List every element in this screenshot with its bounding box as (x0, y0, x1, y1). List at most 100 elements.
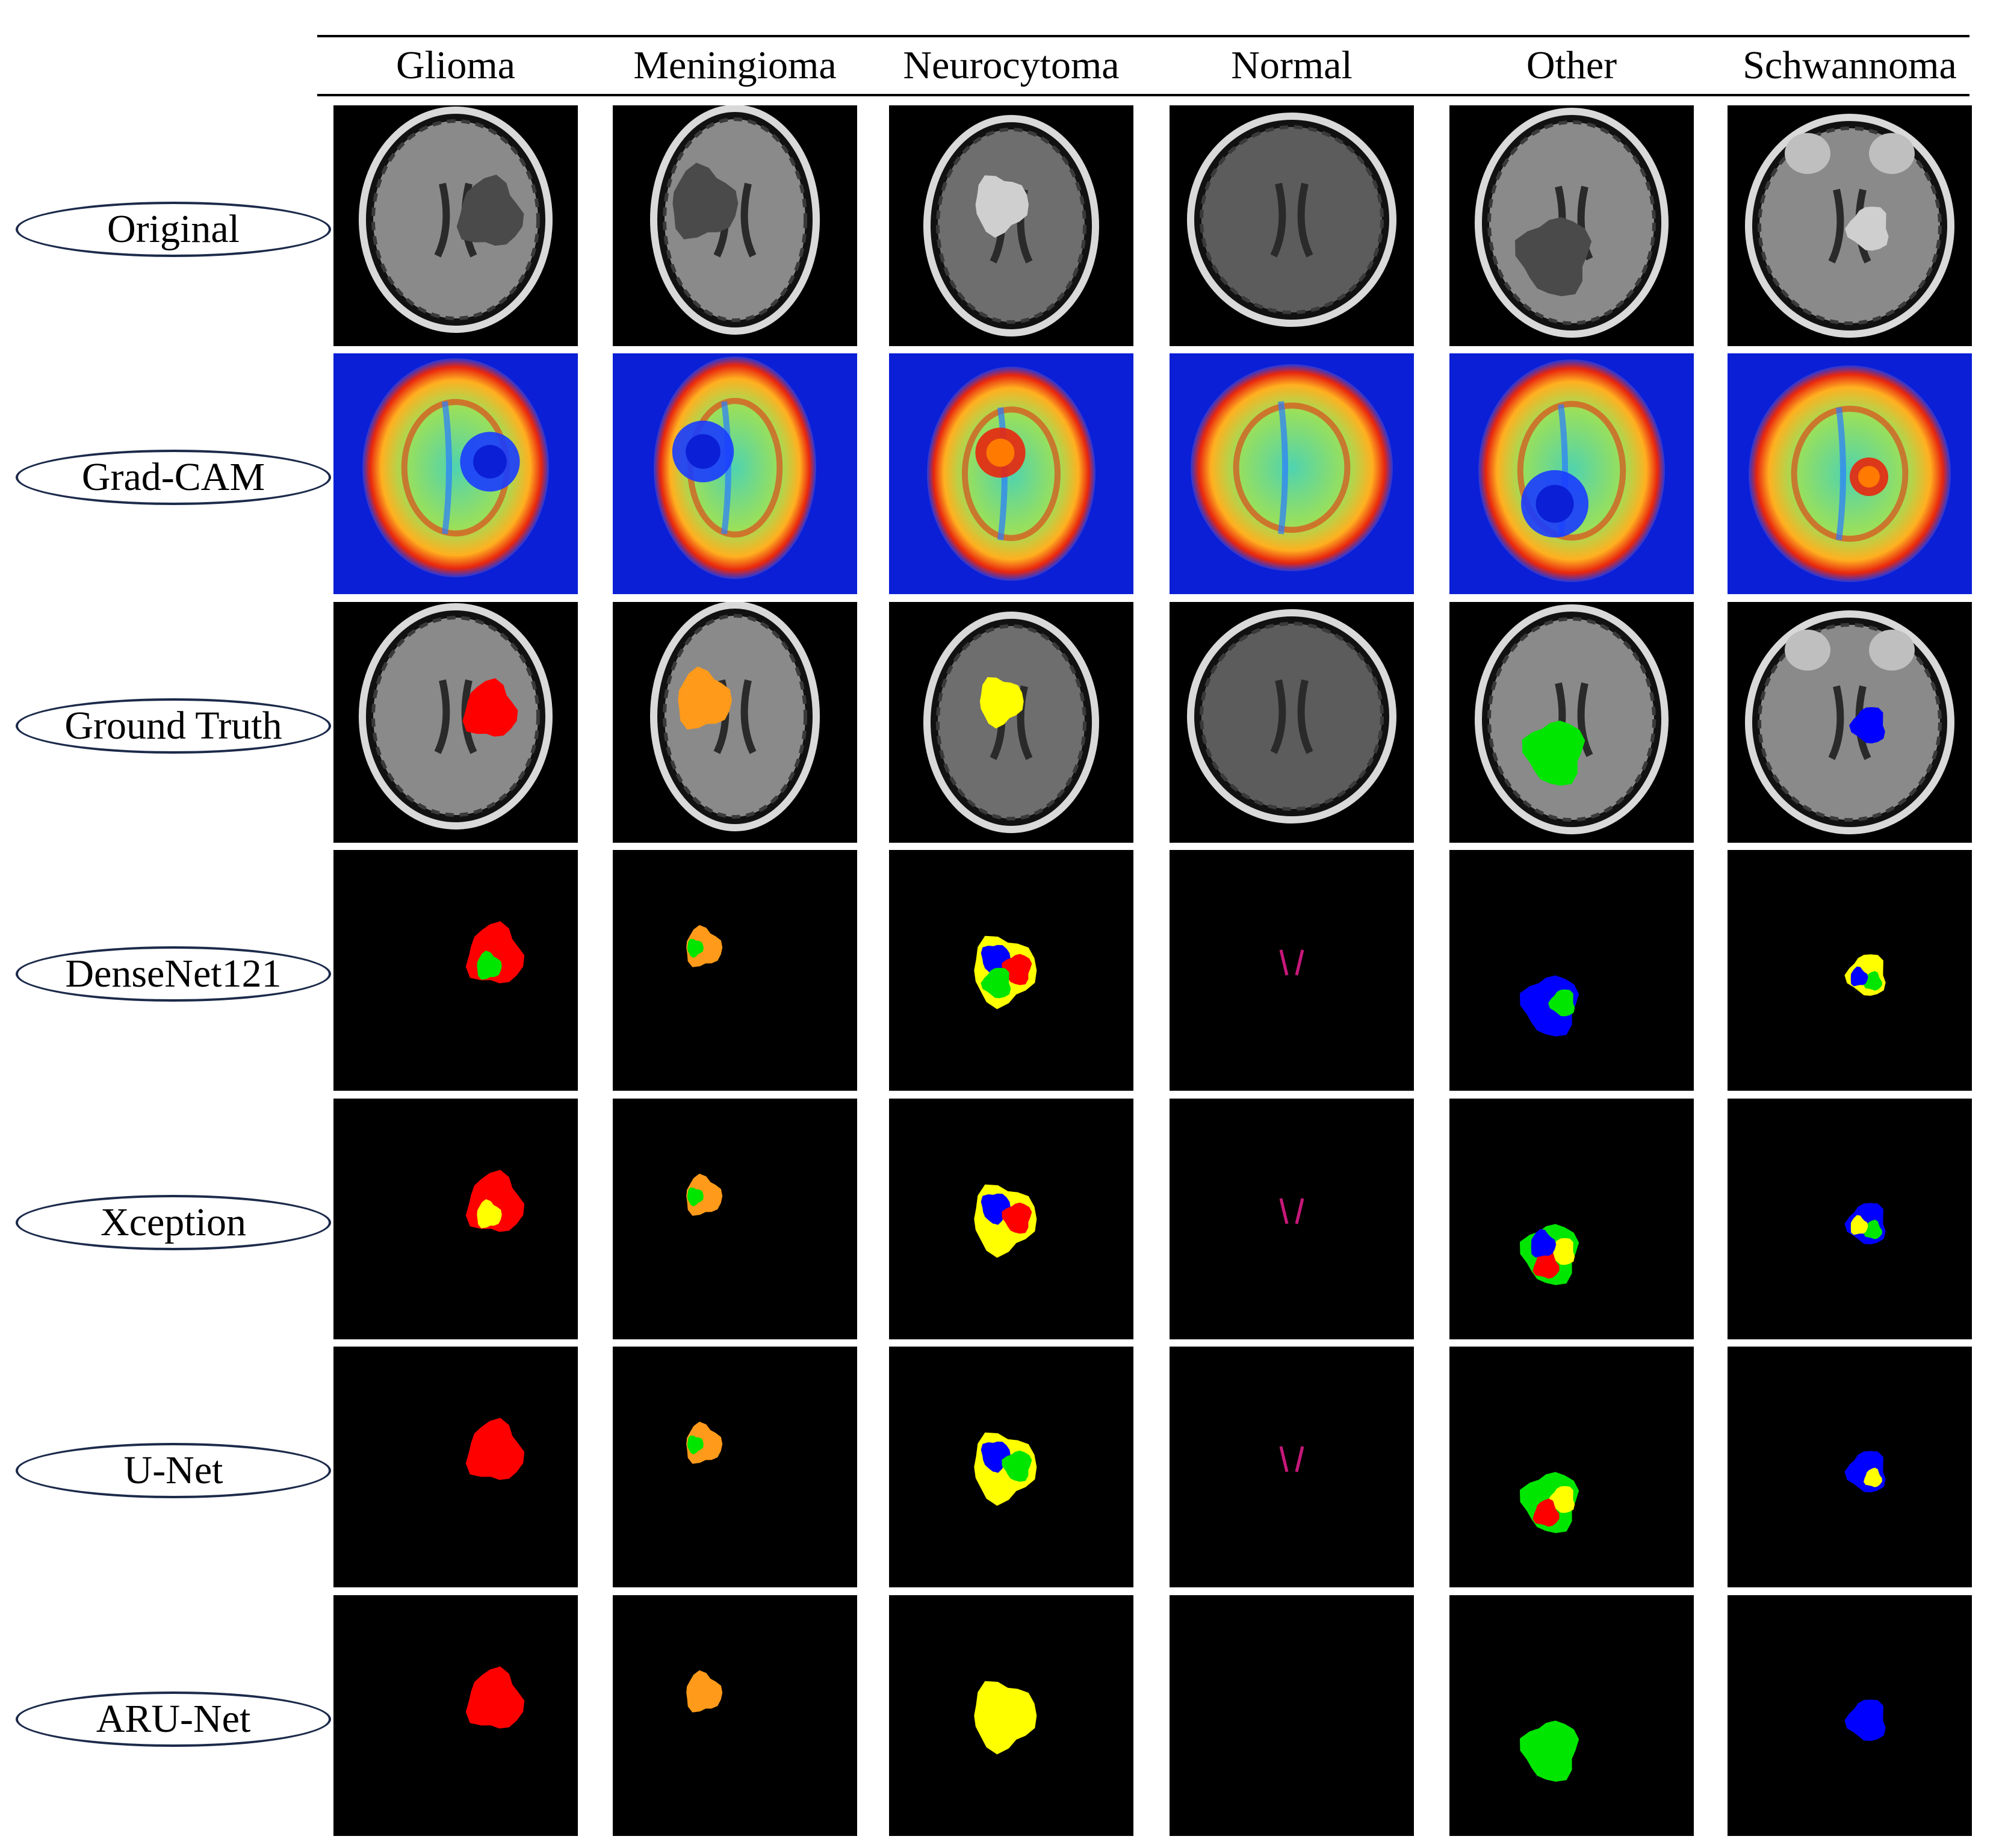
cell-original-meningioma (613, 105, 857, 346)
cam-brain (1478, 359, 1665, 582)
orbit-right (1869, 133, 1915, 174)
brain-sulci (1758, 126, 1942, 325)
cell-image (1844, 1451, 1886, 1493)
cell-image (974, 1184, 1037, 1258)
cam-brain (654, 356, 816, 579)
cell-image (1475, 108, 1669, 338)
cell-image (465, 1418, 525, 1480)
cell-u-net-meningioma (613, 1347, 857, 1587)
mask-region-green (687, 1435, 704, 1455)
cell-image (1520, 1472, 1579, 1533)
lesion (456, 175, 524, 246)
cell-image (1844, 1699, 1886, 1741)
cell-image (1728, 353, 1972, 594)
cam-brain (1191, 364, 1393, 571)
brain-tissue (1201, 624, 1382, 809)
mask-region-green (477, 950, 502, 980)
cell-image (974, 1681, 1037, 1755)
table-header-rule (317, 94, 1969, 96)
brain-tissue (373, 618, 538, 815)
cam-cortex-ring (1791, 406, 1909, 542)
mask-region-blue (1531, 1229, 1557, 1258)
mask-region-green (1864, 1220, 1882, 1239)
lesion (975, 175, 1029, 238)
cell-image (359, 107, 553, 333)
cell-grad-cam-neurocytoma (889, 353, 1133, 594)
mask-region-red (1002, 1202, 1032, 1234)
cam-focus-core (1858, 466, 1880, 488)
cell-aru-net-neurocytoma (889, 1595, 1133, 1836)
cell-image (686, 1421, 723, 1464)
cell-image (1745, 610, 1954, 834)
cell-xception-neurocytoma (889, 1099, 1133, 1339)
cell-aru-net-meningioma (613, 1595, 857, 1836)
cell-image (359, 603, 553, 829)
cell-u-net-schwannoma (1728, 1347, 1972, 1587)
row-label-grad-cam: Grad-CAM (16, 450, 331, 505)
mask-region-red (1532, 1250, 1560, 1279)
column-header-normal: Normal (1231, 43, 1353, 87)
ventricles (1270, 182, 1313, 258)
cam-midline (1836, 407, 1846, 541)
lesion (1515, 217, 1592, 297)
cell-ground-truth-meningioma (613, 602, 857, 843)
cam-midline (1278, 401, 1288, 535)
brain-sulci (1758, 623, 1942, 822)
cell-image (1279, 949, 1304, 976)
mask-fragment (1279, 1198, 1304, 1224)
brain-sulci (936, 128, 1086, 324)
cell-image (974, 1432, 1037, 1506)
cam-focus-core (473, 445, 507, 479)
mask-region-red (465, 1666, 525, 1729)
cell-u-net-glioma (333, 1347, 578, 1587)
cell-image (889, 353, 1133, 594)
cam-focus-core (686, 434, 720, 469)
cell-densenet121-other (1449, 850, 1694, 1091)
mask-region-yellow (979, 677, 1024, 729)
cam-cortex-ring (1233, 402, 1351, 533)
cam-cortex-ring (1517, 401, 1626, 541)
cell-aru-net-glioma (333, 1595, 578, 1836)
cell-xception-schwannoma (1728, 1099, 1972, 1339)
cell-aru-net-normal (1170, 1595, 1414, 1836)
cell-aru-net-schwannoma (1728, 1595, 1972, 1836)
cell-original-glioma (333, 105, 578, 346)
cell-ground-truth-normal (1170, 602, 1414, 843)
mask-region-red (462, 678, 518, 737)
cell-image (686, 1670, 723, 1713)
row-label-original: Original (16, 202, 331, 257)
mask-region-blue (1844, 1699, 1886, 1741)
cell-xception-meningioma (613, 1099, 857, 1339)
table-top-rule (317, 35, 1969, 37)
brain-sulci (371, 616, 540, 817)
cell-aru-net-other (1449, 1595, 1694, 1836)
cell-u-net-normal (1170, 1347, 1414, 1587)
cell-image (1170, 353, 1414, 594)
brain-sulci (1200, 622, 1384, 811)
cell-image (1520, 975, 1579, 1037)
mask-region-red (1002, 953, 1032, 985)
cell-image (650, 602, 820, 831)
cell-image (333, 353, 578, 594)
mask-region-yellow (477, 1199, 502, 1229)
brain-sulci (936, 624, 1086, 820)
mask-region-green (1522, 721, 1585, 786)
cell-image (974, 935, 1037, 1009)
cell-image (923, 115, 1099, 336)
cell-ground-truth-neurocytoma (889, 602, 1133, 843)
cell-grad-cam-normal (1170, 353, 1414, 594)
mask-region-green (1548, 989, 1575, 1017)
mask-region-yellow (974, 1681, 1037, 1755)
column-header-glioma: Glioma (396, 43, 515, 87)
cell-grad-cam-schwannoma (1728, 353, 1972, 594)
brain-sulci (1487, 120, 1656, 325)
lesion (672, 163, 739, 240)
mask-fragment (1279, 1446, 1304, 1472)
brain-tissue (665, 616, 805, 817)
lesion (1845, 206, 1889, 251)
mask-region-green (1520, 1720, 1579, 1782)
cam-focus-core (986, 438, 1015, 467)
brain-tissue (938, 626, 1085, 819)
cell-grad-cam-meningioma (613, 353, 857, 594)
brain-sulci (1200, 125, 1384, 314)
